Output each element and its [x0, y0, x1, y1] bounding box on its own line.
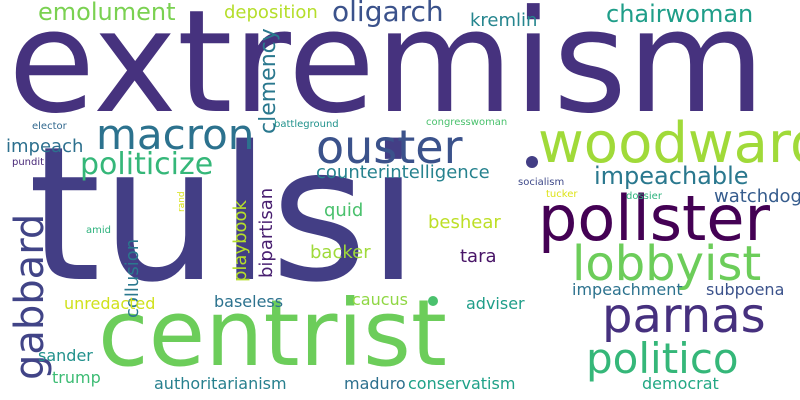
word-tulsi: tulsi [28, 106, 420, 323]
word-deposition: deposition [224, 2, 318, 23]
word-socialism: socialism [518, 177, 565, 188]
word-backer: backer [310, 242, 371, 263]
word-tara: tara [460, 246, 497, 267]
word-parnas: parnas [602, 288, 766, 344]
word-politicize: politicize [80, 147, 214, 182]
word-elector: elector [32, 121, 67, 132]
word-impeachment: impeachment [572, 280, 683, 299]
word-pollster: pollster [538, 182, 770, 255]
word-watchdog: watchdog [714, 186, 800, 207]
word-oligarch: oligarch [332, 0, 444, 28]
word-impeachable: impeachable [594, 162, 749, 190]
word-pundit: pundit [12, 157, 45, 168]
word-democrat: democrat [642, 374, 719, 393]
word-battleground: battleground [274, 119, 339, 130]
word-woodward: woodward [538, 111, 800, 176]
word-kremlin: kremlin [470, 10, 538, 31]
decorative-dot-2 [428, 296, 438, 306]
word-extremism: extremism [8, 0, 766, 145]
word-macron: macron [96, 110, 255, 159]
word-tucker: tucker [546, 189, 578, 200]
word-conservatism: conservatism [408, 374, 516, 393]
word-lobbyist: lobbyist [572, 236, 762, 292]
word-trump: trump [52, 368, 101, 387]
word-authoritarianism: authoritarianism [154, 374, 287, 393]
word-impeach: impeach [6, 136, 84, 157]
word-beshear: beshear [428, 212, 501, 233]
word-rand: rand [177, 191, 187, 212]
word-quid: quid [324, 200, 364, 221]
word-dossier: dossier [626, 191, 662, 202]
word-adviser: adviser [466, 294, 525, 313]
word-unredacted: unredacted [64, 294, 156, 313]
word-chairwoman: chairwoman [606, 0, 754, 28]
word-ouster: ouster [316, 120, 463, 174]
word-congresswoman: congresswoman [426, 117, 508, 128]
word-baseless: baseless [214, 292, 284, 311]
word-playbook: playbook [230, 200, 251, 282]
word-bipartisan: bipartisan [256, 187, 277, 278]
decorative-dot-1 [526, 156, 538, 168]
word-amid: amid [86, 225, 111, 236]
word-emolument: emolument [38, 0, 176, 26]
word-politico: politico [586, 334, 739, 383]
word-centrist: centrist [98, 280, 447, 387]
word-subpoena: subpoena [706, 280, 785, 299]
word-caucus: caucus [352, 290, 409, 309]
word-maduro: maduro [344, 374, 406, 393]
word-sander: sander [38, 346, 93, 365]
word-counterintelligence: counterintelligence [316, 162, 490, 183]
